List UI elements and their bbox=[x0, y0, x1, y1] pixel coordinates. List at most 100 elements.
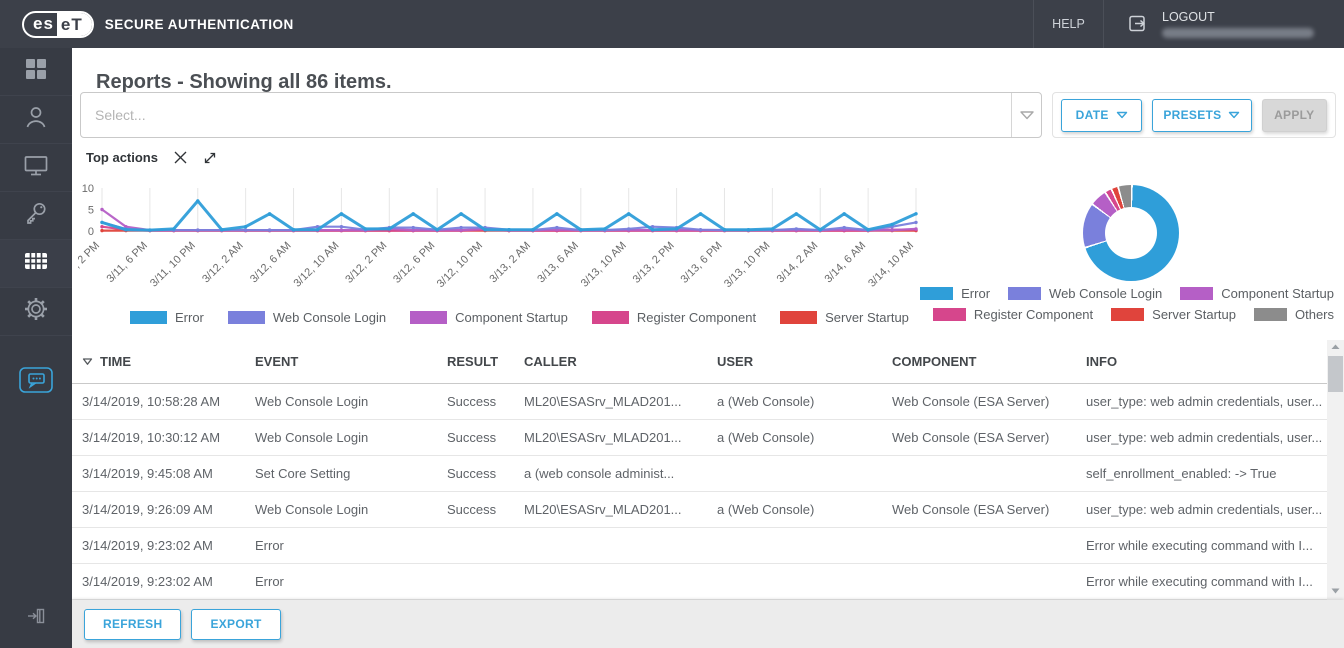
top-actions-panel-header: Top actions bbox=[86, 150, 217, 165]
cell-time: 3/14/2019, 9:45:08 AM bbox=[82, 466, 213, 481]
svg-text:3/12, 6 AM: 3/12, 6 AM bbox=[248, 240, 294, 286]
column-header-label: EVENT bbox=[255, 354, 299, 369]
table-row[interactable]: 3/14/2019, 9:23:02 AM Error Error while ex… bbox=[72, 528, 1344, 564]
svg-text:0: 0 bbox=[88, 226, 94, 238]
legend-swatch bbox=[1008, 287, 1042, 300]
legend-swatch bbox=[410, 311, 448, 324]
refresh-button[interactable]: REFRESH bbox=[84, 608, 182, 640]
cell-event: Web Console Login bbox=[255, 394, 369, 409]
legend-label: Component Startup bbox=[455, 310, 568, 325]
legend-label: Server Startup bbox=[1152, 307, 1236, 322]
legend-label: Error bbox=[175, 310, 204, 325]
top-actions-line-chart: 3/11, 2 PM 3/11, 6 PM3/11, 10 PM 3/12, 2 A… bbox=[78, 183, 918, 290]
column-header-user[interactable]: USER bbox=[717, 354, 892, 369]
feedback-icon bbox=[17, 364, 55, 401]
users-icon bbox=[22, 103, 50, 136]
legend-swatch bbox=[920, 287, 954, 300]
sidebar-item-credentials[interactable] bbox=[0, 192, 72, 240]
legend-item: Register Component bbox=[932, 307, 1093, 322]
export-button[interactable]: EXPORT bbox=[191, 608, 281, 640]
cell-component: Web Console (ESA Server) bbox=[892, 430, 1050, 445]
svg-text:3/11, 2 PM: 3/11, 2 PM bbox=[78, 240, 102, 286]
date-button-label: DATE bbox=[1075, 108, 1109, 122]
cell-event: Web Console Login bbox=[255, 502, 369, 517]
product-name: SECURE AUTHENTICATION bbox=[104, 16, 294, 32]
cell-info: Error while executing command with I... bbox=[1086, 574, 1313, 589]
logo-text-right: eT bbox=[56, 12, 92, 36]
legend-swatch bbox=[1253, 308, 1287, 321]
svg-text:3/13, 6 AM: 3/13, 6 AM bbox=[535, 240, 581, 286]
sidebar-collapse-toggle[interactable] bbox=[0, 598, 72, 638]
cell-event: Set Core Setting bbox=[255, 466, 351, 481]
column-header-label: USER bbox=[717, 354, 754, 369]
svg-text:3/14, 10 AM: 3/14, 10 AM bbox=[866, 240, 916, 290]
svg-text:3/13, 10 AM: 3/13, 10 AM bbox=[579, 240, 629, 290]
table-row[interactable]: 3/14/2019, 10:30:12 AM Web Console Login S… bbox=[72, 420, 1344, 456]
line-chart-legend: Error Web Console Login Component Startup R… bbox=[130, 310, 909, 325]
legend-label: Web Console Login bbox=[1049, 286, 1163, 301]
scrollbar-thumb[interactable] bbox=[1328, 356, 1343, 392]
logout-label: LOGOUT bbox=[1162, 10, 1215, 24]
scroll-down-icon[interactable] bbox=[1327, 584, 1344, 598]
legend-swatch bbox=[932, 308, 966, 321]
sidebar-item-users[interactable] bbox=[0, 96, 72, 144]
legend-swatch bbox=[780, 311, 818, 324]
svg-text:3/12, 10 PM: 3/12, 10 PM bbox=[435, 240, 485, 290]
scroll-up-icon[interactable] bbox=[1327, 340, 1344, 354]
expand-icon[interactable] bbox=[203, 151, 217, 165]
legend-label: Web Console Login bbox=[272, 310, 387, 325]
logged-in-user bbox=[1162, 28, 1314, 38]
legend-item: Error bbox=[920, 286, 990, 301]
table-row[interactable]: 3/14/2019, 9:45:08 AM Set Core Setting Suc… bbox=[72, 456, 1344, 492]
column-header-time[interactable]: TIME bbox=[82, 354, 255, 369]
presets-button[interactable]: PRESETS bbox=[1152, 98, 1252, 132]
cell-result: Success bbox=[447, 502, 497, 517]
table-row[interactable]: 3/14/2019, 9:26:09 AM Web Console Login Su… bbox=[72, 492, 1344, 528]
page-title: Reports - Showing all 86 items. bbox=[96, 71, 392, 94]
cell-time: 3/14/2019, 10:58:28 AM bbox=[82, 394, 221, 409]
column-header-info[interactable]: INFO bbox=[1086, 354, 1327, 369]
apply-button[interactable]: APPLY bbox=[1261, 98, 1328, 132]
column-header-result[interactable]: RESULT bbox=[447, 354, 524, 369]
table-scrollbar[interactable] bbox=[1327, 340, 1344, 600]
legend-swatch bbox=[130, 311, 167, 324]
svg-text:3/13, 10 PM: 3/13, 10 PM bbox=[722, 240, 772, 290]
table-header-row: TIME EVENT RESULT CALLER USER COMPONENT INFO bbox=[72, 340, 1344, 384]
sidebar-item-dashboard[interactable] bbox=[0, 48, 72, 96]
column-header-label: COMPONENT bbox=[892, 354, 977, 369]
sidebar-item-reports[interactable] bbox=[0, 240, 72, 288]
logout-button[interactable]: LOGOUT bbox=[1103, 0, 1344, 48]
cell-info: self_enrollment_enabled: -> True bbox=[1086, 466, 1277, 481]
help-button[interactable]: HELP bbox=[1033, 0, 1103, 48]
column-header-component[interactable]: COMPONENT bbox=[892, 354, 1086, 369]
legend-item: Web Console Login bbox=[227, 310, 387, 325]
legend-item: Others bbox=[1253, 307, 1334, 322]
cell-event: Error bbox=[255, 574, 284, 589]
reports-icon bbox=[21, 246, 51, 281]
column-header-caller[interactable]: CALLER bbox=[524, 354, 717, 369]
chevron-down-icon[interactable] bbox=[1011, 93, 1041, 137]
cell-caller: a (web console administ... bbox=[524, 466, 675, 481]
column-header-label: CALLER bbox=[524, 354, 577, 369]
close-icon[interactable] bbox=[174, 151, 187, 164]
legend-item: Error bbox=[130, 310, 204, 325]
donut-chart-legend: Error Web Console Login Component Startup R… bbox=[920, 286, 1334, 322]
cell-result: Success bbox=[447, 466, 497, 481]
column-header-event[interactable]: EVENT bbox=[255, 354, 447, 369]
sidebar-item-feedback[interactable] bbox=[0, 358, 72, 406]
table-row[interactable]: 3/14/2019, 9:23:02 AM Error Error while ex… bbox=[72, 564, 1344, 600]
cell-result: Success bbox=[447, 394, 497, 409]
table-body: 3/14/2019, 10:58:28 AM Web Console Login S… bbox=[72, 384, 1344, 600]
legend-item: Server Startup bbox=[1111, 307, 1236, 322]
svg-text:10: 10 bbox=[82, 183, 94, 195]
cell-component: Web Console (ESA Server) bbox=[892, 394, 1050, 409]
dashboard-icon bbox=[21, 54, 51, 89]
report-type-select[interactable]: Select... bbox=[80, 92, 1042, 138]
date-button[interactable]: DATE bbox=[1061, 98, 1143, 132]
svg-text:3/13, 6 PM: 3/13, 6 PM bbox=[678, 240, 724, 286]
table-row[interactable]: 3/14/2019, 10:58:28 AM Web Console Login S… bbox=[72, 384, 1344, 420]
sidebar-item-computers[interactable] bbox=[0, 144, 72, 192]
cell-caller: ML20\ESASrv_MLAD201... bbox=[524, 430, 682, 445]
sidebar-item-settings[interactable] bbox=[0, 288, 72, 336]
